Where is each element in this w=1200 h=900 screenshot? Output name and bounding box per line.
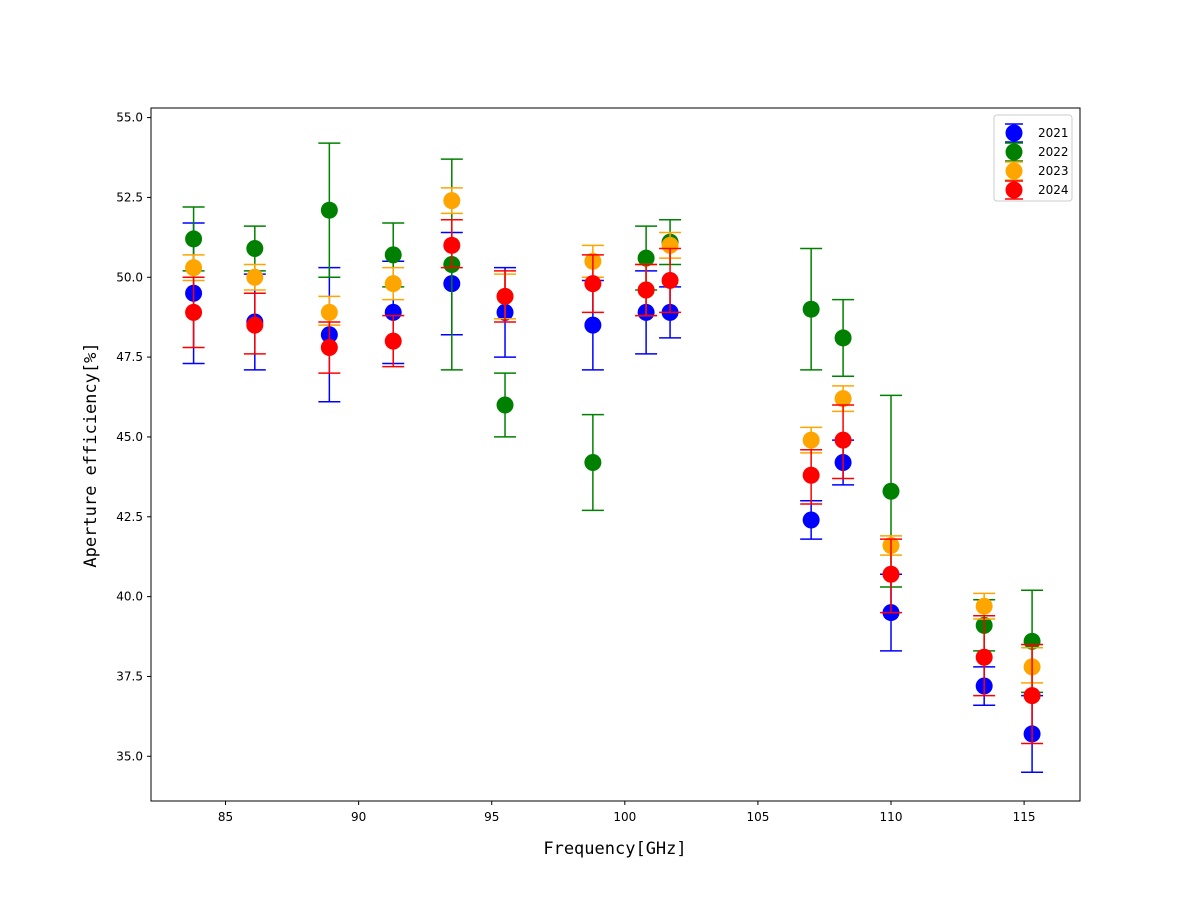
x-tick-label: 95 [484, 810, 499, 824]
data-point [246, 240, 264, 258]
data-point [584, 275, 602, 293]
y-tick-label: 55.0 [116, 111, 143, 125]
data-point [185, 303, 203, 321]
data-point [661, 236, 679, 254]
x-tick-label: 115 [1013, 810, 1036, 824]
data-point [496, 396, 514, 414]
data-point [661, 271, 679, 289]
legend-marker [1005, 181, 1023, 199]
data-point [584, 316, 602, 334]
legend-label: 2022 [1038, 145, 1069, 159]
y-tick-label: 35.0 [116, 749, 143, 763]
y-tick-label: 47.5 [116, 350, 143, 364]
data-point [320, 201, 338, 219]
data-point [185, 230, 203, 248]
data-point [584, 453, 602, 471]
y-tick-label: 40.0 [116, 590, 143, 604]
data-point [320, 339, 338, 357]
y-axis-title: Aperture efficiency[%] [81, 342, 101, 567]
legend-label: 2023 [1038, 164, 1069, 178]
plot-area [182, 142, 1044, 774]
legend-marker [1005, 124, 1023, 142]
data-point [320, 303, 338, 321]
x-tick-label: 85 [218, 810, 233, 824]
data-point [384, 246, 402, 264]
legend-label: 2021 [1038, 126, 1069, 140]
x-tick-label: 100 [613, 810, 636, 824]
x-axis: 85 90 95 100 105 110 115 [218, 801, 1036, 824]
data-point [443, 236, 461, 254]
data-point [802, 431, 820, 449]
data-point [834, 390, 852, 408]
data-point [384, 332, 402, 350]
data-point [834, 329, 852, 347]
legend-item-2023: 2023 [1005, 161, 1069, 181]
data-point [802, 300, 820, 318]
data-point [384, 275, 402, 293]
legend: 2021 2022 2023 2024 [993, 114, 1073, 202]
data-point [637, 249, 655, 267]
data-point [185, 259, 203, 277]
x-axis-title: Frequency[GHz] [543, 839, 686, 859]
data-point [1023, 687, 1041, 705]
x-tick-label: 90 [351, 810, 366, 824]
y-tick-label: 42.5 [116, 510, 143, 524]
data-point [443, 192, 461, 210]
legend-item-2024: 2024 [1005, 180, 1069, 200]
data-point [496, 287, 514, 305]
data-point [882, 565, 900, 583]
data-point [882, 482, 900, 500]
series-2024 [182, 219, 1044, 745]
legend-item-2022: 2022 [1005, 142, 1069, 162]
legend-marker [1005, 162, 1023, 180]
data-point [802, 511, 820, 529]
y-tick-label: 45.0 [116, 430, 143, 444]
data-point [384, 303, 402, 321]
x-tick-label: 110 [880, 810, 903, 824]
axes-frame [150, 107, 1081, 802]
data-point [802, 466, 820, 484]
y-axis: 35.0 37.5 40.0 42.5 45.0 47.5 50.0 52.5 55.0 [116, 111, 151, 763]
x-tick-label: 105 [746, 810, 769, 824]
legend-label: 2024 [1038, 183, 1069, 197]
data-point [246, 316, 264, 334]
y-tick-label: 50.0 [116, 270, 143, 284]
legend-marker [1005, 143, 1023, 161]
data-point [975, 648, 993, 666]
data-point [834, 431, 852, 449]
data-point [975, 597, 993, 615]
legend-item-2021: 2021 [1005, 123, 1069, 143]
data-point [637, 281, 655, 299]
y-tick-label: 52.5 [116, 190, 143, 204]
data-point [1023, 632, 1041, 650]
data-point [246, 268, 264, 286]
y-tick-label: 37.5 [116, 669, 143, 683]
